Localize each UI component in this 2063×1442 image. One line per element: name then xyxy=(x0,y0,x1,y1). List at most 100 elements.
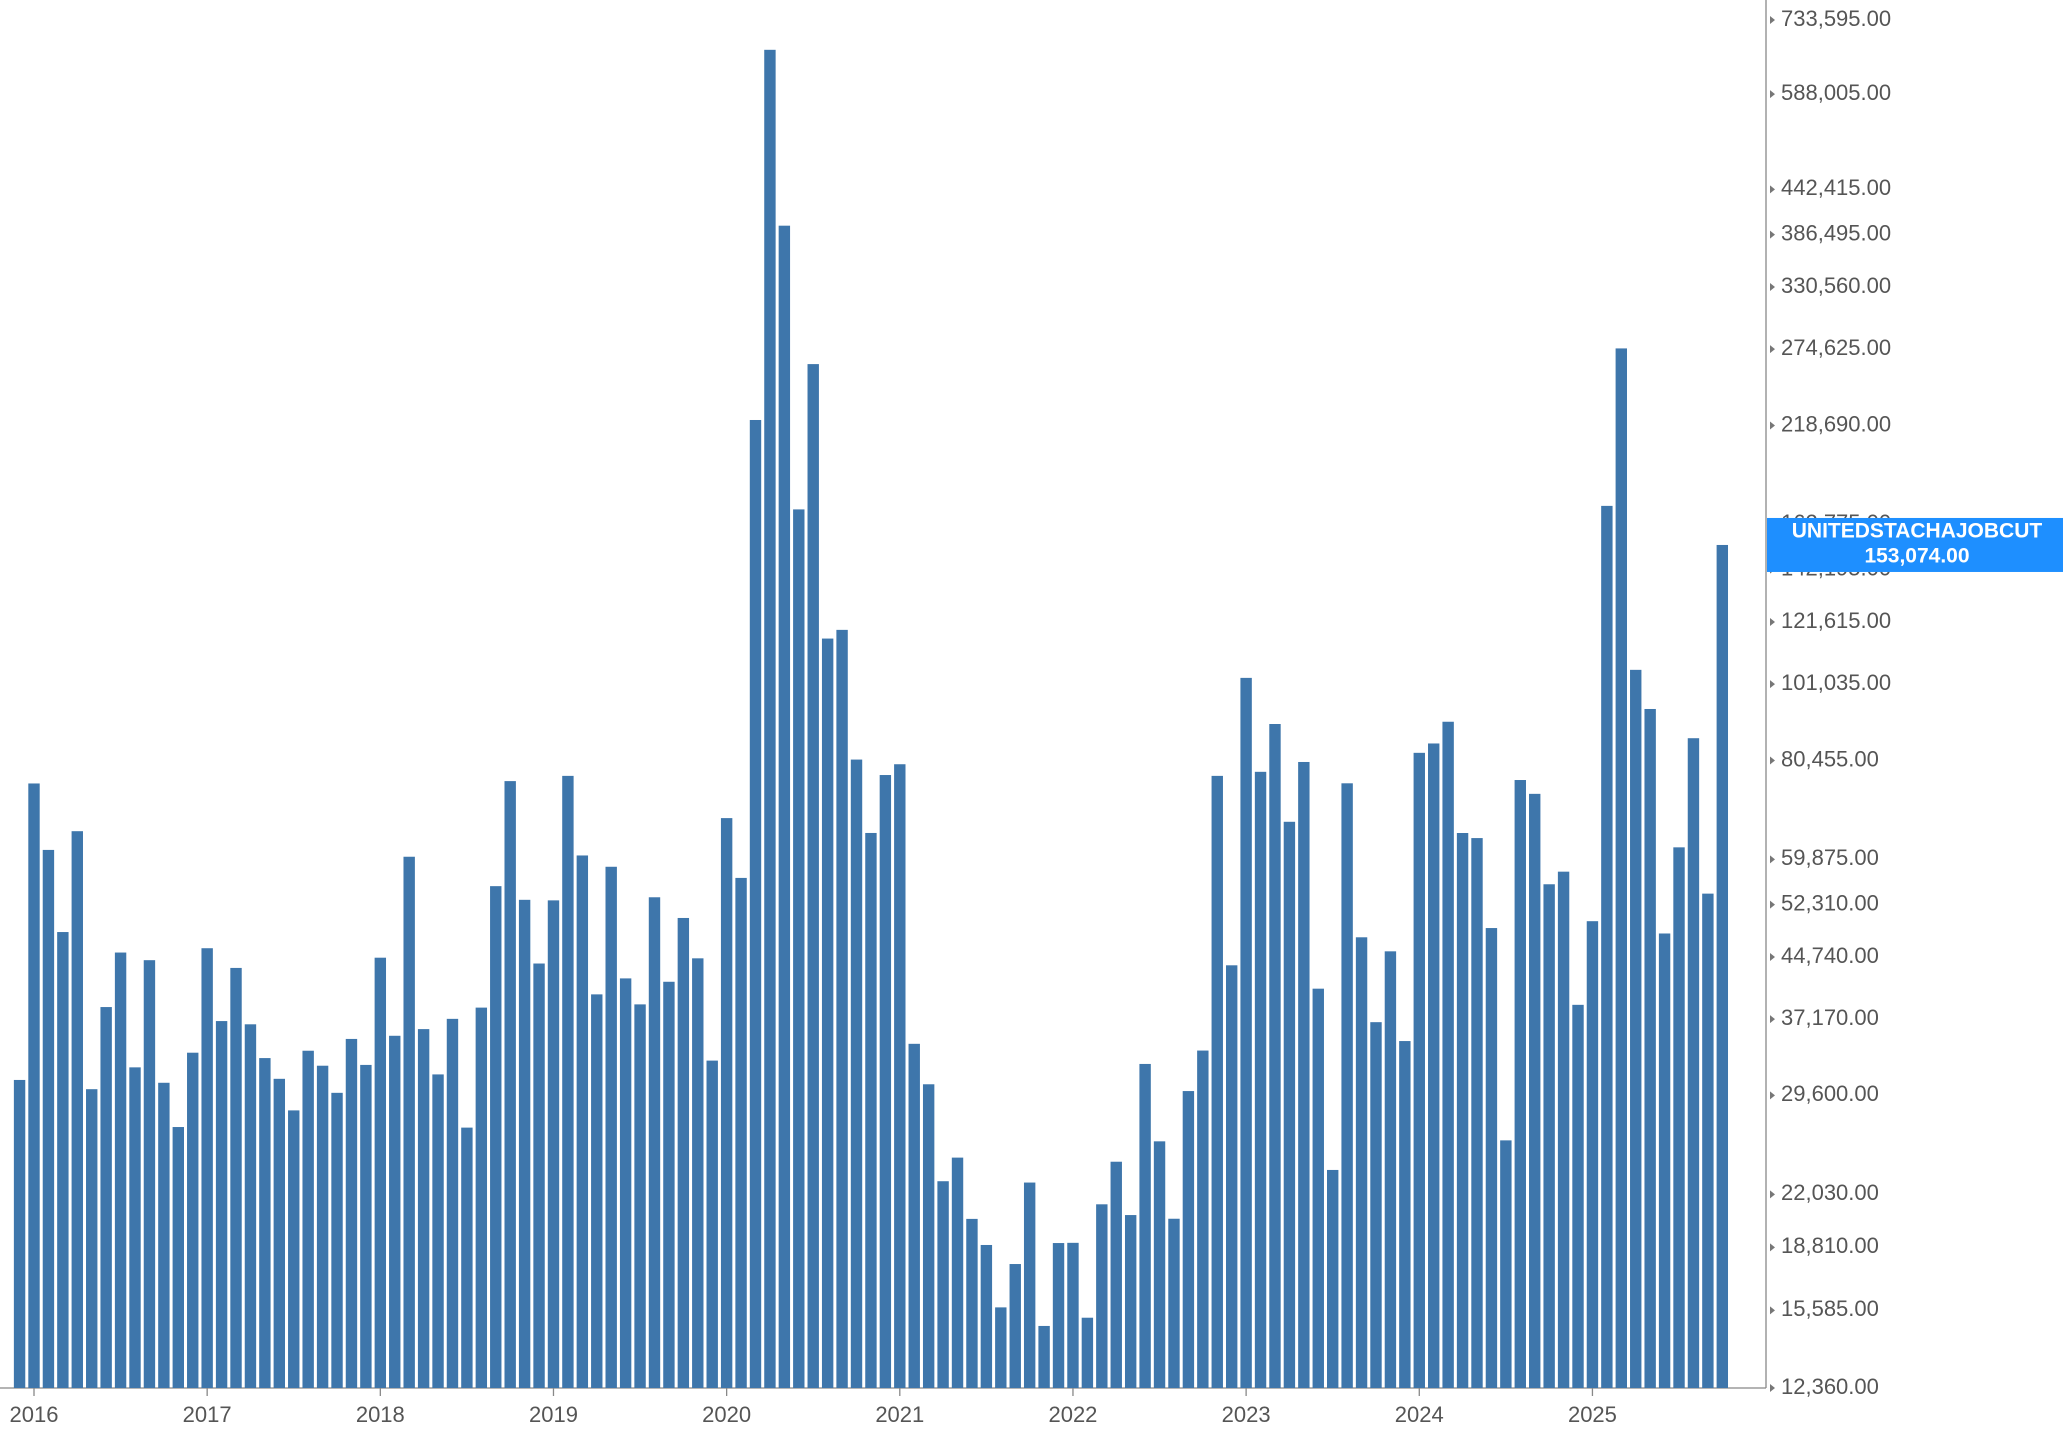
bar xyxy=(648,897,661,1388)
bar xyxy=(821,638,834,1388)
bar xyxy=(778,225,791,1389)
bar xyxy=(720,818,733,1388)
y-tick-label: 386,495.00 xyxy=(1781,220,1891,245)
bar xyxy=(215,1021,228,1388)
bar xyxy=(42,849,55,1388)
bar xyxy=(1702,893,1714,1388)
bar xyxy=(764,49,776,1389)
y-tick-label: 101,035.00 xyxy=(1781,670,1891,695)
bar xyxy=(475,1007,488,1388)
bar xyxy=(288,1110,300,1388)
bar xyxy=(576,855,589,1388)
x-tick-label: 2018 xyxy=(356,1402,405,1427)
value-label: 153,074.00 xyxy=(1864,545,1969,568)
bar xyxy=(1572,1004,1584,1388)
bar xyxy=(302,1050,314,1388)
y-tick-label: 12,360.00 xyxy=(1781,1374,1879,1399)
x-tick-label: 2024 xyxy=(1395,1402,1444,1427)
bar xyxy=(1023,1182,1036,1388)
bar xyxy=(1471,838,1483,1388)
y-tick xyxy=(1770,1015,1775,1024)
bar xyxy=(966,1218,978,1388)
bar xyxy=(619,978,632,1388)
bar xyxy=(1327,1169,1339,1388)
bar xyxy=(230,967,242,1388)
bar xyxy=(908,1043,920,1388)
x-tick-label: 2025 xyxy=(1568,1402,1617,1427)
bar xyxy=(259,1058,271,1388)
bar xyxy=(1456,833,1469,1388)
bar xyxy=(793,509,805,1388)
bar xyxy=(1687,738,1700,1388)
bar xyxy=(1312,988,1324,1388)
bar xyxy=(1298,761,1310,1388)
y-tick xyxy=(1770,1306,1775,1315)
bar xyxy=(28,783,40,1388)
bar xyxy=(187,1052,199,1388)
x-tick-label: 2016 xyxy=(10,1402,59,1427)
bar xyxy=(1038,1325,1050,1388)
bar xyxy=(1630,669,1642,1388)
y-tick-label: 588,005.00 xyxy=(1781,80,1891,105)
bar xyxy=(1586,921,1599,1388)
bar xyxy=(1716,544,1729,1388)
bar xyxy=(71,831,83,1388)
bar xyxy=(389,1035,401,1388)
bar xyxy=(1673,847,1685,1388)
bar xyxy=(1384,951,1397,1388)
bar xyxy=(374,957,387,1388)
x-tick-label: 2017 xyxy=(183,1402,232,1427)
y-tick-label: 15,585.00 xyxy=(1781,1296,1879,1321)
y-tick-label: 29,600.00 xyxy=(1781,1081,1879,1106)
x-tick-label: 2019 xyxy=(529,1402,578,1427)
bar xyxy=(86,1089,98,1388)
bar xyxy=(490,886,502,1388)
bar xyxy=(504,781,516,1388)
bar xyxy=(158,1082,170,1388)
x-tick-label: 2020 xyxy=(702,1402,751,1427)
bar xyxy=(1124,1215,1137,1388)
y-tick-label: 22,030.00 xyxy=(1781,1180,1879,1205)
y-tick-label: 44,740.00 xyxy=(1781,943,1879,968)
bar xyxy=(1399,1041,1411,1388)
bar xyxy=(1355,937,1368,1388)
bar xyxy=(1168,1218,1180,1388)
bar xyxy=(547,900,560,1388)
bar xyxy=(634,1004,646,1388)
bar xyxy=(836,629,848,1388)
bar xyxy=(1370,1022,1382,1388)
bar xyxy=(360,1064,372,1388)
x-tick-label: 2023 xyxy=(1222,1402,1271,1427)
y-tick-label: 52,310.00 xyxy=(1781,890,1879,915)
bar xyxy=(1110,1161,1122,1388)
bar xyxy=(677,917,690,1388)
bar xyxy=(1514,780,1526,1388)
bar xyxy=(663,981,675,1388)
bar xyxy=(922,1084,935,1388)
bar xyxy=(201,948,213,1388)
bar xyxy=(533,963,545,1388)
bar xyxy=(807,364,819,1389)
y-tick xyxy=(1770,90,1775,99)
y-tick xyxy=(1770,900,1775,909)
y-tick xyxy=(1770,618,1775,627)
bar xyxy=(446,1018,459,1388)
bar xyxy=(13,1079,26,1388)
bar xyxy=(57,932,69,1388)
bar xyxy=(692,958,704,1388)
x-tick-label: 2021 xyxy=(875,1402,924,1427)
y-tick xyxy=(1770,1243,1775,1252)
bar xyxy=(1197,1050,1209,1388)
bar xyxy=(951,1157,964,1388)
y-tick xyxy=(1770,855,1775,864)
bar xyxy=(1485,928,1498,1388)
y-tick-label: 80,455.00 xyxy=(1781,746,1879,771)
y-tick xyxy=(1770,16,1775,24)
y-tick-label: 733,595.00 xyxy=(1781,6,1891,31)
bar xyxy=(1009,1264,1021,1388)
bar xyxy=(1254,771,1267,1388)
bar xyxy=(1096,1204,1108,1388)
bar xyxy=(244,1024,257,1388)
